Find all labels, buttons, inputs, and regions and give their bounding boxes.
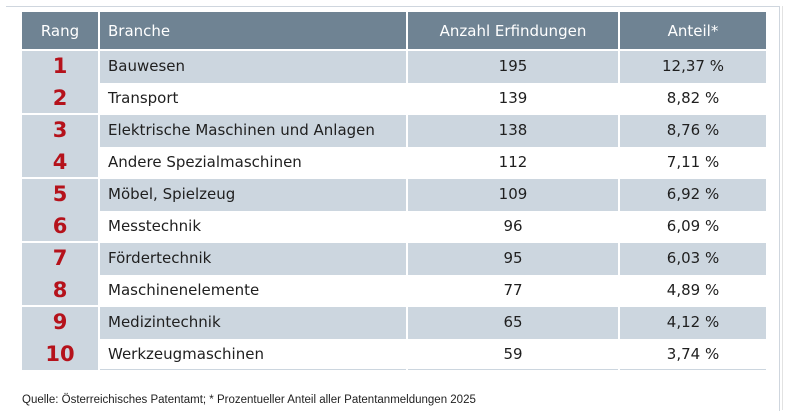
table-row: 3 Elektrische Maschinen und Anlagen 138 … (22, 113, 766, 146)
rank-number: 5 (22, 177, 100, 210)
share-percent: 4,12 % (619, 305, 766, 338)
share-percent: 8,76 % (619, 113, 766, 146)
branch-name: Maschinenelemente (99, 273, 408, 306)
table-row: 8 Maschinenelemente 77 4,89 % (22, 273, 766, 306)
rank-number: 3 (22, 113, 100, 146)
header-share: Anteil* (619, 12, 766, 50)
invention-count: 96 (407, 209, 620, 242)
right-divider (782, 6, 783, 410)
header-count: Anzahl Erfindungen (407, 12, 620, 50)
rank-number: 4 (22, 145, 100, 178)
table-row: 1 Bauwesen 195 12,37 % (22, 49, 766, 82)
invention-count: 95 (407, 241, 620, 274)
branch-name: Bauwesen (99, 49, 408, 82)
branch-name: Werkzeugmaschinen (99, 337, 408, 370)
invention-count: 139 (407, 81, 620, 114)
rank-number: 7 (22, 241, 100, 274)
header-rank: Rang (22, 12, 100, 50)
share-percent: 6,92 % (619, 177, 766, 210)
share-percent: 3,74 % (619, 337, 766, 370)
rank-number: 6 (22, 209, 100, 242)
invention-count: 65 (407, 305, 620, 338)
invention-count: 109 (407, 177, 620, 210)
branch-name: Messtechnik (99, 209, 408, 242)
invention-count: 195 (407, 49, 620, 82)
table-row: 2 Transport 139 8,82 % (22, 81, 766, 114)
branch-name: Möbel, Spielzeug (99, 177, 408, 210)
table-frame (6, 6, 780, 411)
share-percent: 8,82 % (619, 81, 766, 114)
source-note: Quelle: Österreichisches Patentamt; * Pr… (22, 394, 476, 406)
table-row: 10 Werkzeugmaschinen 59 3,74 % (22, 337, 766, 370)
rank-number: 2 (22, 81, 100, 114)
table-row: 6 Messtechnik 96 6,09 % (22, 209, 766, 242)
rank-number: 8 (22, 273, 100, 306)
rank-number: 9 (22, 305, 100, 338)
branch-name: Elektrische Maschinen und Anlagen (99, 113, 408, 146)
rank-number: 1 (22, 49, 100, 82)
share-percent: 12,37 % (619, 49, 766, 82)
table-row: 5 Möbel, Spielzeug 109 6,92 % (22, 177, 766, 210)
branch-name: Medizintechnik (99, 305, 408, 338)
table-row: 7 Fördertechnik 95 6,03 % (22, 241, 766, 274)
branch-name: Transport (99, 81, 408, 114)
share-percent: 6,09 % (619, 209, 766, 242)
invention-count: 138 (407, 113, 620, 146)
table-header-row: Rang Branche Anzahl Erfindungen Anteil* (22, 12, 766, 50)
invention-count: 59 (407, 337, 620, 370)
ranking-table: Rang Branche Anzahl Erfindungen Anteil* … (22, 12, 766, 370)
rank-number: 10 (22, 337, 100, 370)
share-percent: 4,89 % (619, 273, 766, 306)
header-branch: Branche (99, 12, 408, 50)
branch-name: Andere Spezialmaschinen (99, 145, 408, 178)
table-row: 4 Andere Spezialmaschinen 112 7,11 % (22, 145, 766, 178)
branch-name: Fördertechnik (99, 241, 408, 274)
table-row: 9 Medizintechnik 65 4,12 % (22, 305, 766, 338)
invention-count: 112 (407, 145, 620, 178)
share-percent: 6,03 % (619, 241, 766, 274)
invention-count: 77 (407, 273, 620, 306)
share-percent: 7,11 % (619, 145, 766, 178)
